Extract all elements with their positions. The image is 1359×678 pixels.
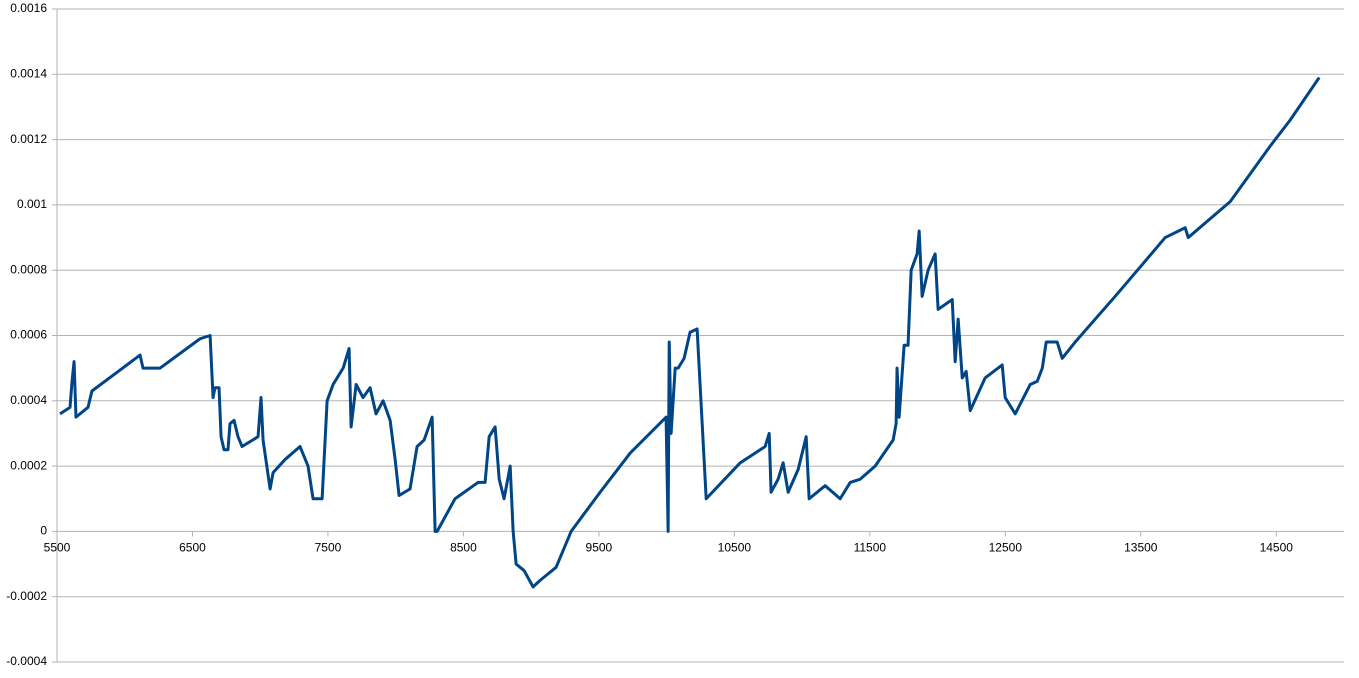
y-tick-label: 0.0012 — [10, 132, 47, 146]
x-tick-label: 8500 — [450, 541, 477, 555]
y-tick-label: 0.0002 — [10, 458, 47, 472]
x-tick-label: 9500 — [586, 541, 613, 555]
x-tick-label: 5500 — [44, 541, 71, 555]
y-tick-label: 0 — [40, 524, 47, 538]
y-tick-label: -0.0002 — [6, 589, 47, 603]
y-tick-label: 0.0006 — [10, 328, 47, 342]
y-tick-label: 0.0004 — [10, 393, 47, 407]
x-tick-label: 13500 — [1124, 541, 1158, 555]
y-tick-label: -0.0004 — [6, 654, 47, 668]
y-tick-label: 0.0016 — [10, 1, 47, 15]
y-tick-label: 0.001 — [17, 197, 47, 211]
x-tick-label: 14500 — [1260, 541, 1294, 555]
data-line — [59, 76, 1321, 589]
x-tick-label: 6500 — [179, 541, 206, 555]
x-tick-label: 10500 — [718, 541, 752, 555]
x-tick-label: 7500 — [315, 541, 342, 555]
y-tick-label: 0.0014 — [10, 66, 47, 80]
y-tick-label: 0.0008 — [10, 262, 47, 276]
x-tick-label: 11500 — [854, 541, 887, 555]
x-tick-label: 12500 — [989, 541, 1023, 555]
